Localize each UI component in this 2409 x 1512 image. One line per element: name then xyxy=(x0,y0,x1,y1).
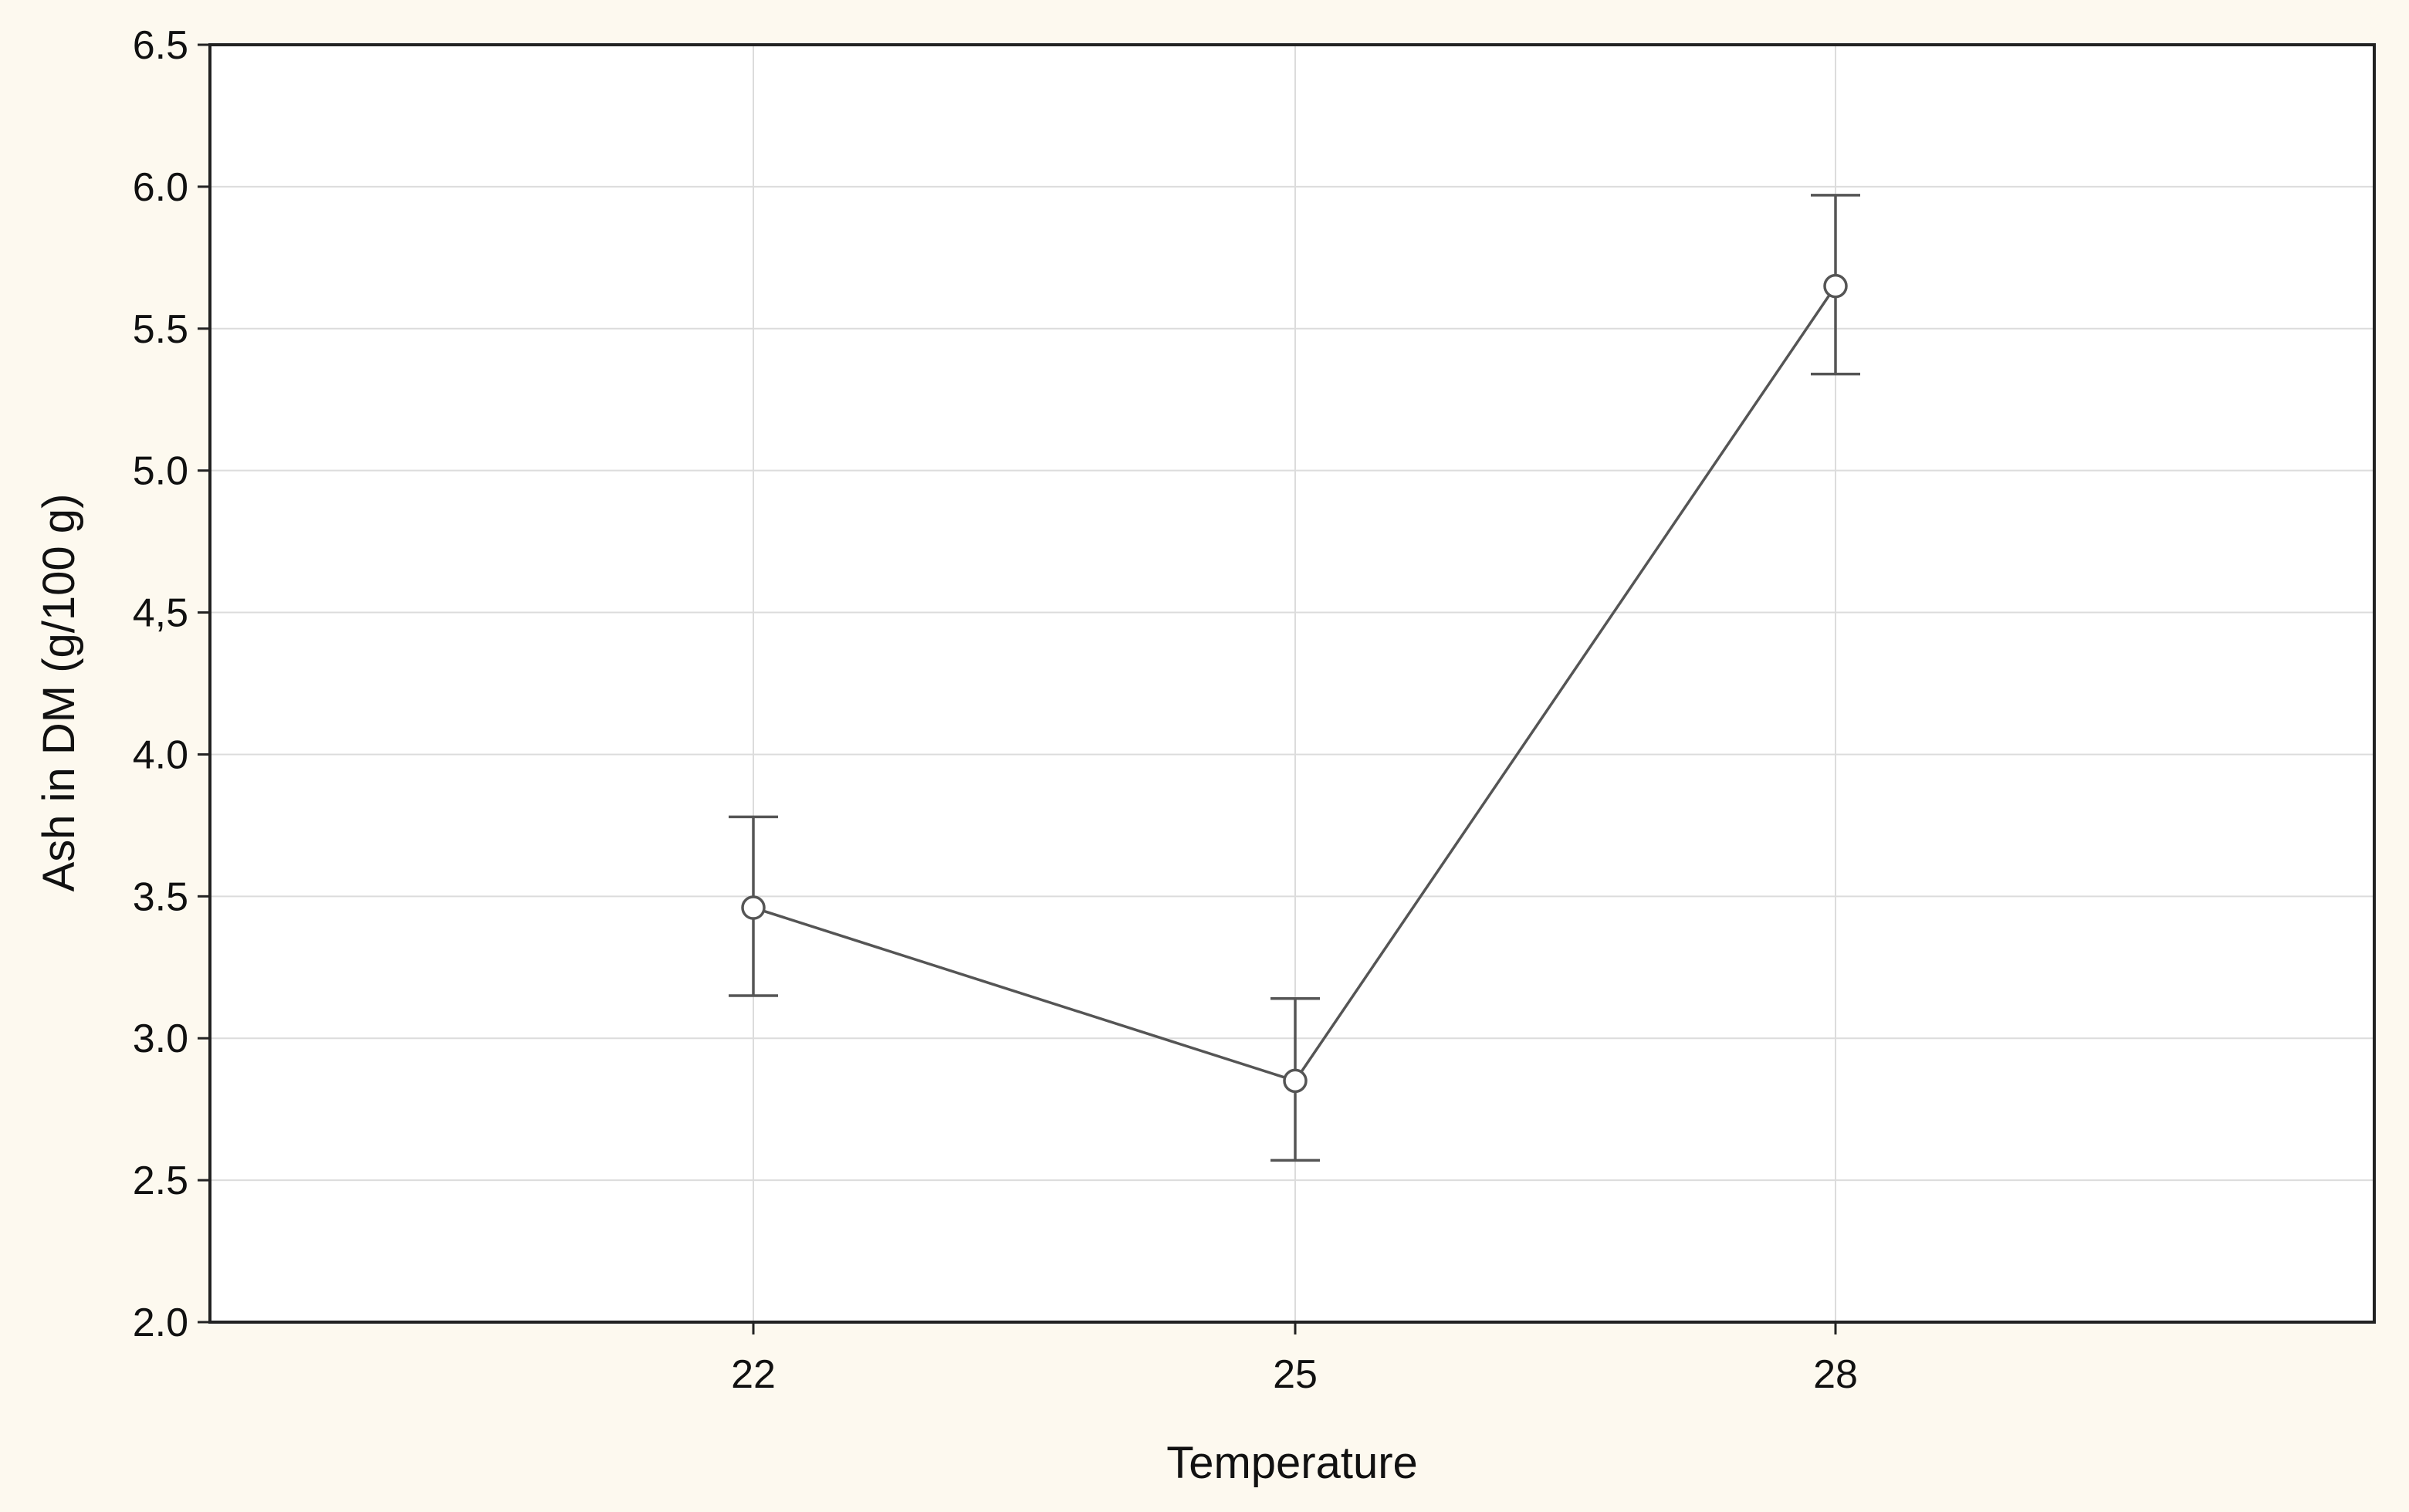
y-tick-label: 3.5 xyxy=(133,874,188,919)
data-point xyxy=(1283,1068,1308,1094)
y-tick-label: 2.5 xyxy=(133,1159,188,1203)
y-tick-label: 5.0 xyxy=(133,449,188,494)
data-point xyxy=(1823,273,1848,299)
x-tick-label: 22 xyxy=(731,1352,776,1397)
y-axis-ticks: 2.0 2.5 3.0 3.5 4.0 4,5 5.0 5.5 6.0 6.5 xyxy=(133,23,210,1345)
x-axis-title: Temperature xyxy=(1166,1438,1418,1488)
y-tick-label: 6.5 xyxy=(133,23,188,68)
y-tick-label: 5.5 xyxy=(133,307,188,352)
y-tick-label: 3.0 xyxy=(133,1016,188,1061)
y-tick-label: 6.0 xyxy=(133,165,188,210)
plot-frame xyxy=(208,43,2376,1324)
data-point xyxy=(741,895,766,920)
plot-area xyxy=(210,45,2374,1322)
x-tick-label: 28 xyxy=(1813,1352,1858,1397)
x-tick-label: 25 xyxy=(1273,1352,1318,1397)
y-axis-title: Ash in DM (g/100 g) xyxy=(34,494,84,892)
y-tick-label: 2.0 xyxy=(133,1301,188,1345)
y-tick-label: 4.0 xyxy=(133,732,188,777)
x-axis-ticks: 22 25 28 xyxy=(731,1322,1858,1397)
series-temperature-ash xyxy=(729,194,1860,1162)
y-tick-label: 4,5 xyxy=(133,591,188,636)
